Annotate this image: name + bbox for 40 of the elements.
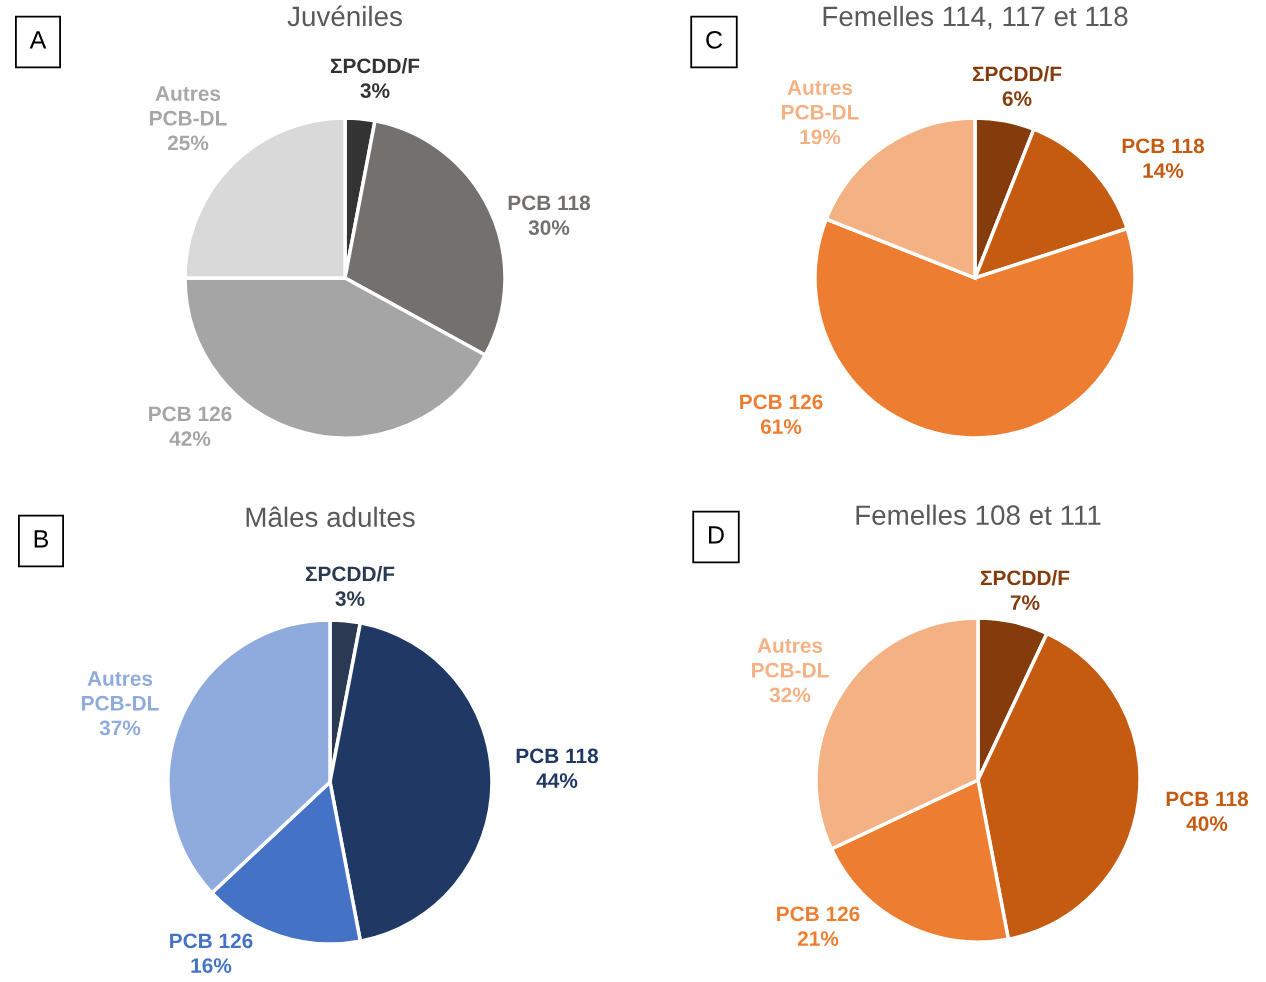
data-label: 25% — [167, 135, 209, 151]
slice-label: PCB 118 — [516, 748, 599, 764]
data-label: 6% — [1002, 91, 1032, 106]
text: B — [34, 530, 49, 548]
text: A — [29, 31, 47, 49]
chart-title: Femelles 114, 117 et 118 — [823, 5, 1128, 30]
data-label: 3% — [360, 83, 390, 98]
chart-title: Mâles adultes — [246, 506, 415, 528]
slice-label: ΣPCDD/F — [305, 565, 395, 582]
data-label: 42% — [169, 431, 211, 446]
data-label: 3% — [335, 591, 365, 606]
slice-label: Autres PCB-DL — [150, 86, 227, 126]
slice-label: Autres PCB-DL — [782, 80, 859, 120]
data-label: 7% — [1010, 595, 1040, 610]
data-label: 14% — [1143, 163, 1184, 178]
data-label: 44% — [536, 773, 578, 788]
slice-label: Autres PCB-DL — [82, 671, 159, 711]
slice-label: PCB 126 — [170, 933, 253, 949]
slice-label: PCB 118 — [1166, 791, 1249, 807]
data-label: 40% — [1186, 816, 1228, 831]
slice-label: Autres PCB-DL — [752, 638, 829, 678]
text: C — [706, 31, 723, 49]
data-label: 30% — [528, 220, 570, 235]
chart-title: Femelles 108 et 111 — [856, 504, 1101, 526]
slice-label: PCB 118 — [1122, 138, 1205, 154]
slice-label: PCB 118 — [508, 195, 591, 211]
data-label: 32% — [769, 687, 811, 703]
slice-label: PCB 126 — [149, 406, 232, 422]
data-label: 61% — [760, 419, 802, 434]
slice-label: ΣPCDD/F — [980, 569, 1070, 586]
data-label: 19% — [800, 129, 841, 145]
text: D — [709, 526, 724, 544]
data-label: 16% — [191, 958, 232, 973]
slice-label: PCB 126 — [777, 906, 860, 922]
data-label: 37% — [99, 720, 141, 736]
slice-label: ΣPCDD/F — [330, 57, 420, 74]
slice-label: PCB 126 — [740, 394, 823, 410]
slice-label: ΣPCDD/F — [972, 65, 1062, 82]
data-label: 21% — [797, 931, 839, 946]
chart-title: Juvéniles — [287, 5, 402, 27]
